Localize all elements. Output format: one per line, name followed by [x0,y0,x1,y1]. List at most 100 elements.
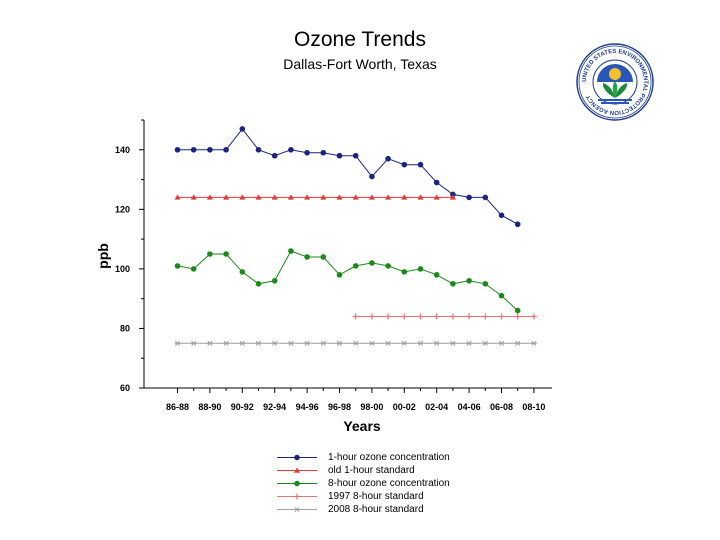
y-tick-label: 120 [115,204,130,214]
data-point [223,146,229,153]
legend-label: 1-hour ozone concentration [328,452,450,463]
data-point [433,340,440,346]
data-point [368,313,375,320]
data-point [433,272,440,278]
data-point [255,280,262,287]
data-point [239,269,246,275]
x-tick-label: 00-02 [393,402,416,412]
data-point [207,146,213,153]
y-tick-label: 140 [115,145,130,155]
legend-swatch [277,454,317,461]
legend-label: 2008 8-hour standard [328,504,424,515]
y-tick-label: 60 [120,383,130,393]
data-point [190,194,197,200]
data-point [530,313,537,320]
data-point [401,313,408,320]
data-point [207,251,213,257]
data-point [498,340,505,346]
data-point [385,313,392,320]
data-point [320,149,327,156]
data-point [320,340,327,346]
x-tick-label: 90-92 [231,402,254,412]
x-tick-label: 94-96 [296,402,319,412]
data-point [288,248,294,254]
data-point [401,194,408,200]
x-tick-label: 88-90 [198,402,221,412]
data-point [352,313,359,320]
data-point [336,152,343,159]
data-point [304,254,310,260]
data-point [271,194,278,200]
legend-item: 2008 8-hour standard [276,503,450,516]
data-point [385,194,392,200]
data-point [530,340,537,346]
data-point [206,340,213,346]
x-tick-label: 02-04 [425,402,448,412]
data-point [352,152,359,159]
legend-item: old 1-hour standard [276,464,450,477]
data-point [433,179,440,186]
x-tick-label: 04-06 [458,402,481,412]
data-point [174,340,181,346]
data-point [417,313,424,320]
data-point [368,194,375,200]
data-point [401,269,408,275]
data-point [417,194,424,200]
data-point [385,155,391,162]
data-point [336,340,343,346]
x-tick-label: 96-98 [328,402,351,412]
data-point [304,149,310,156]
data-point [223,340,230,346]
data-point [320,254,327,260]
data-point [320,194,327,200]
data-point [190,266,197,272]
data-point [271,340,278,346]
data-point [514,307,521,314]
series-line [177,128,518,225]
data-point [304,340,311,346]
data-point [450,280,456,287]
data-point [223,251,229,257]
legend-label: old 1-hour standard [328,465,415,476]
data-point [482,340,489,346]
legend-marker [294,506,300,513]
data-point [449,340,456,346]
data-point [288,146,294,153]
x-tick-label: 98-00 [360,402,383,412]
legend-marker [294,467,300,473]
data-point [401,161,408,168]
series-3 [174,248,521,314]
data-point [336,194,343,200]
chart-title: Ozone Trends [294,28,426,51]
data-point [449,194,456,200]
data-point [449,313,456,320]
legend-swatch [277,467,317,473]
data-point [190,340,197,346]
data-point [239,340,246,346]
legend-item: 1997 8-hour standard [276,490,450,503]
data-point [336,272,343,278]
data-point [514,340,521,346]
data-point [174,146,181,153]
data-point [239,194,246,200]
x-axis-title: Years [343,418,381,434]
data-point [255,340,262,346]
data-point [401,340,408,346]
data-point [385,340,392,346]
series-line [177,250,519,311]
data-point [466,313,473,320]
data-point [239,126,246,132]
data-point [417,161,424,168]
data-point [352,263,359,269]
data-point [514,221,521,228]
legend-swatch [277,480,317,487]
legend-swatch [277,493,317,500]
data-point [255,194,262,200]
legend-label: 1997 8-hour standard [328,491,424,502]
legend-label: 8-hour ozone concentration [328,478,450,489]
data-point [385,263,391,269]
y-tick-label: 100 [115,264,130,274]
data-point [271,152,278,159]
legend-marker [294,493,300,500]
data-point [287,194,294,200]
